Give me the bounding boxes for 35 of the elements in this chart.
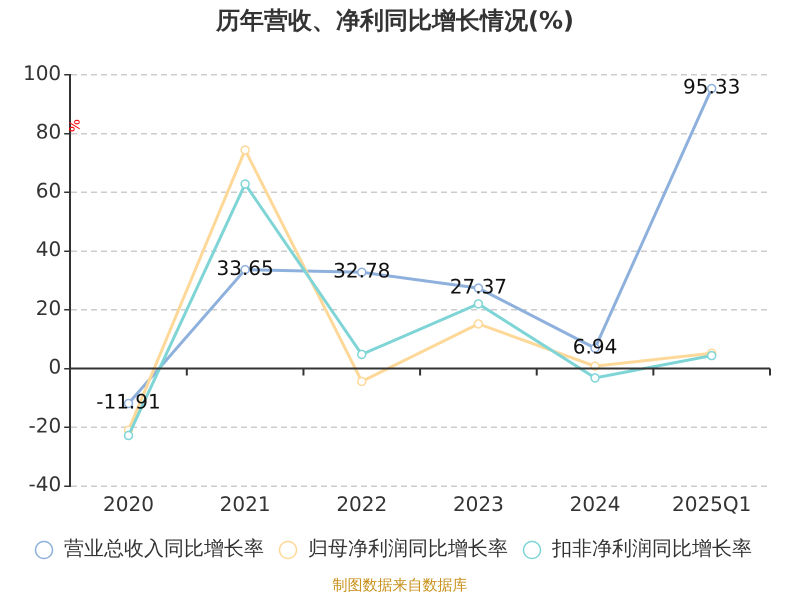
legend-label: 归母净利润同比增长率 <box>308 536 508 560</box>
data-label: 32.78 <box>333 258 390 282</box>
data-label: 6.94 <box>572 334 618 358</box>
y-tick-label: 100 <box>22 61 62 86</box>
data-label: 95.33 <box>683 74 740 99</box>
y-tick-label: -40 <box>28 472 62 496</box>
x-tick-label: 2022 <box>336 492 388 516</box>
point <box>240 179 250 189</box>
y-tick-label: -20 <box>28 413 62 438</box>
y-tick-label: 80 <box>36 120 62 144</box>
x-tick-label: 2023 <box>452 492 504 516</box>
x-tick-label: 2024 <box>570 492 620 516</box>
point <box>240 145 250 155</box>
legend-label: 扣非净利润同比增长率 <box>551 536 752 560</box>
chart-title: 历年营收、净利同比增长情况(%) <box>215 6 574 35</box>
point <box>706 350 716 360</box>
data-label: -11.91 <box>96 390 161 414</box>
y-axis-title: % <box>68 118 84 132</box>
point <box>124 430 134 440</box>
y-tick-label: 40 <box>36 237 62 262</box>
legend-label: 营业总收入同比增长率 <box>64 536 264 560</box>
y-tick-label: 20 <box>36 296 62 320</box>
x-tick-label: 2021 <box>220 492 271 516</box>
y-tick-label: 0 <box>48 354 62 379</box>
data-label: 27.37 <box>450 274 508 298</box>
data-label: 33.65 <box>216 256 274 280</box>
text: 制图数据来自数据库 <box>332 576 468 595</box>
y-tick-label: 60 <box>36 178 62 202</box>
point <box>357 376 367 386</box>
x-tick-label: 2020 <box>103 492 154 516</box>
point <box>474 319 484 329</box>
x-tick-label: 2025Q1 <box>672 492 752 516</box>
point <box>357 350 367 360</box>
point <box>474 299 484 309</box>
point <box>590 373 600 383</box>
